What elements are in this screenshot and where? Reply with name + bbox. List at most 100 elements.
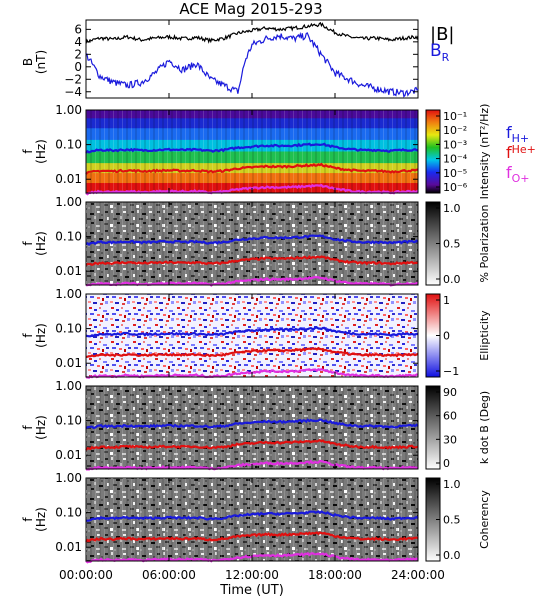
spectrum-texture [86, 110, 418, 193]
b-tick-label: 0 [74, 60, 82, 74]
colorbar-tick-label: 10⁻¹ [443, 110, 467, 123]
colorbar [425, 109, 441, 194]
panel-ellipticity: 1.00 0.10 0.01 f (Hz) 1 0 −1 Ellipticity [21, 287, 491, 379]
colorbar-label: % Polarization [478, 205, 491, 283]
f-ylabel-unit: (Hz) [34, 415, 48, 440]
b-tick-label: 4 [74, 35, 82, 49]
f-tick-label: 0.10 [55, 138, 82, 152]
f-tick-label: 1.00 [55, 379, 82, 393]
colorbar-tick-label: 90 [443, 386, 457, 399]
f-ylabel-unit: (Hz) [34, 231, 48, 256]
f-tick-label: 0.10 [55, 230, 82, 244]
f-ylabel-unit: (Hz) [34, 323, 48, 348]
series-b-r [85, 31, 419, 98]
x-tick-label: 18:00:00 [308, 568, 362, 582]
spectrum-streaks [86, 386, 418, 469]
legend-f-he-plus: fHe+ [506, 143, 536, 162]
trace-f-he-plus [85, 162, 419, 175]
colorbar-tick-label: 10⁻³ [443, 138, 467, 151]
series-b-total [85, 21, 419, 44]
legend-f-o-plus: fO+ [506, 163, 530, 185]
f-tick-label: 0.01 [55, 356, 82, 370]
trace-f-h-plus [85, 326, 419, 338]
x-axis: 00:00:00 06:00:00 12:00:00 18:00:00 24:00:00 [59, 20, 445, 582]
colorbar-tick-label: 1.0 [443, 478, 461, 491]
b-tick-label: 6 [74, 22, 82, 36]
x-tick-label: 12:00:00 [225, 568, 279, 582]
trace-f-he-plus [85, 438, 419, 451]
f-ylabel-unit: (Hz) [34, 139, 48, 164]
x-tick-label: 24:00:00 [391, 568, 445, 582]
b-tick-label: −2 [64, 72, 82, 86]
f-tick-label: 0.01 [55, 172, 82, 186]
colorbar-tick-label: 10⁻⁵ [443, 167, 467, 180]
f-ylabel: f [21, 425, 35, 430]
b-field-lines [85, 21, 419, 98]
f-ylabel: f [21, 333, 35, 338]
f-tick-label: 0.01 [55, 448, 82, 462]
colorbar-tick-label: 10⁻⁶ [443, 181, 468, 194]
colorbar-tick-label: −1 [443, 365, 459, 378]
colorbar-tick-label: 0.0 [443, 549, 461, 562]
f-ylabel: f [21, 149, 35, 154]
spectrum-streaks [86, 202, 418, 285]
trace-f-he-plus [85, 531, 419, 543]
trace-f-he-plus [85, 255, 419, 266]
spectrum-texture [86, 294, 418, 377]
f-tick-label: 0.01 [55, 540, 82, 554]
trace-f-he-plus [85, 346, 419, 359]
colorbar-tick-label: 60 [443, 410, 457, 423]
f-tick-label: 1.00 [55, 471, 82, 485]
b-tick-label: 2 [74, 47, 82, 61]
f-tick-label: 0.10 [55, 414, 82, 428]
legend-f-h-plus: fH+ [506, 123, 529, 145]
trace-f-h-plus [85, 234, 419, 247]
colorbar-tick-label: 0.5 [443, 514, 461, 527]
f-tick-label: 0.01 [55, 264, 82, 278]
f-tick-label: 1.00 [55, 287, 82, 301]
colorbar-tick-label: 10⁻⁴ [443, 153, 468, 166]
colorbar-label: Ellipticity [478, 310, 491, 361]
colorbar-tick-label: 0 [443, 457, 450, 470]
f-tick-label: 1.00 [55, 195, 82, 209]
colorbar-label: k dot B (Deg) [478, 391, 491, 464]
colorbar-tick-label: 0.5 [443, 238, 461, 251]
x-axis-label: Time (UT) [219, 583, 284, 598]
f-ylabel-unit: (Hz) [34, 507, 48, 532]
f-ylabel: f [21, 241, 35, 246]
panel-kdotb: 1.00 0.10 0.01 f (Hz) 90 60 30 0 k dot B (Deg) [21, 379, 491, 471]
x-tick-label: 06:00:00 [142, 568, 196, 582]
b-ylabel-unit: (nT) [34, 50, 48, 74]
trace-f-h-plus [85, 142, 419, 154]
colorbar-tick-label: 1.0 [443, 202, 461, 215]
f-tick-label: 0.10 [55, 322, 82, 336]
colorbar-label: Coherency [478, 490, 491, 549]
f-ylabel: f [21, 517, 35, 522]
spectrum-streaks [86, 478, 418, 561]
legend-b-r: BR [430, 41, 450, 64]
trace-f-o-plus [85, 276, 419, 287]
trace-f-h-plus [86, 510, 419, 522]
colorbar-label: Intensity (nT²/Hz) [478, 104, 491, 200]
figure-title: ACE Mag 2015-293 [179, 0, 322, 18]
legend-b-total: |B| [430, 24, 454, 45]
f-tick-label: 0.10 [55, 506, 82, 520]
panel-intensity: 1.00 0.10 0.01 f (Hz) 10⁻¹10⁻²10⁻³ 10⁻⁴10⁻⁵10⁻… [21, 103, 491, 199]
colorbar-tick-label: 0.0 [443, 273, 461, 286]
colorbar-tick-label: 0 [443, 330, 450, 343]
panel-coherency: 1.00 0.10 0.01 f (Hz) 1.0 0.5 0.0 Coherency [21, 471, 491, 564]
colorbar-tick-label: 30 [443, 433, 457, 446]
colorbar [425, 385, 441, 470]
colorbar-tick-label: 10⁻² [443, 124, 467, 137]
trace-f-h-plus [85, 418, 419, 430]
panel-polarization: 1.00 0.10 0.01 f (Hz) 1.0 0.5 0.0 % Polarization [21, 195, 491, 287]
b-ylabel: B [21, 58, 35, 66]
f-tick-label: 1.00 [55, 103, 82, 117]
x-tick-label: 00:00:00 [59, 568, 113, 582]
colorbar-tick-label: 1 [443, 294, 450, 307]
b-tick-label: −4 [64, 85, 82, 99]
